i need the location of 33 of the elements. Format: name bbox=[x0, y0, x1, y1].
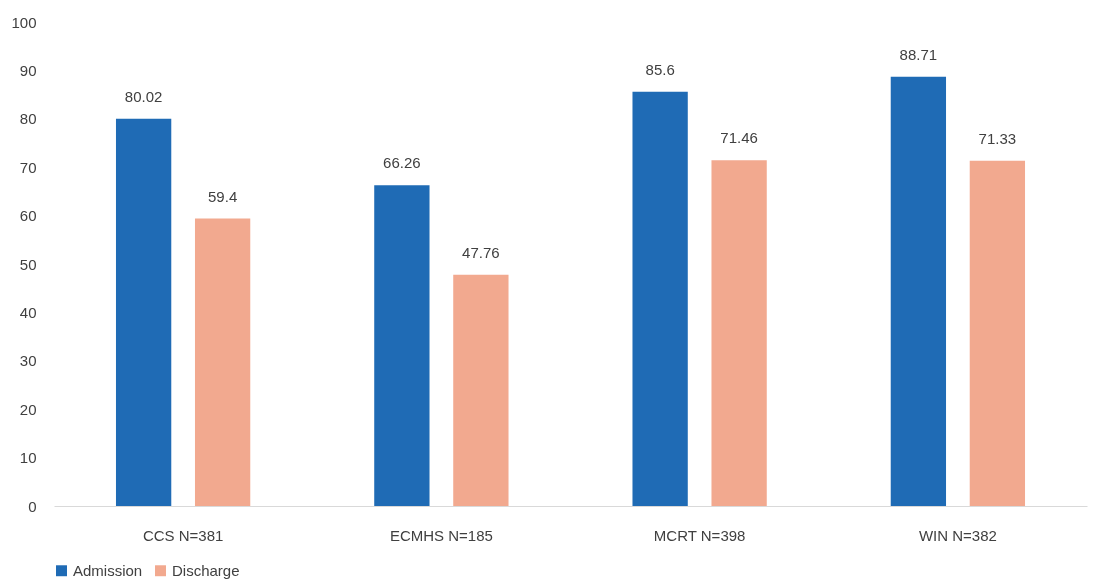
x-tick-label: WIN N=382 bbox=[918, 526, 997, 544]
data-label: 71.46 bbox=[720, 129, 758, 147]
data-label: 71.33 bbox=[978, 129, 1017, 147]
x-tick-label: ECMHS N=185 bbox=[389, 526, 493, 544]
legend-label: Admission bbox=[73, 561, 143, 579]
x-tick-label: CCS N=381 bbox=[142, 526, 224, 544]
y-tick-label: 40 bbox=[19, 303, 37, 321]
x-tick-label: MCRT N=398 bbox=[653, 526, 746, 544]
bar bbox=[711, 160, 767, 506]
y-tick-label: 100 bbox=[11, 13, 37, 31]
legend-label: Discharge bbox=[172, 561, 240, 579]
data-label: 47.76 bbox=[462, 243, 500, 261]
y-tick-label: 10 bbox=[19, 449, 37, 467]
y-tick-label: 0 bbox=[28, 497, 37, 515]
y-tick-label: 90 bbox=[19, 61, 37, 79]
data-label: 88.71 bbox=[899, 45, 938, 63]
y-tick-label: 50 bbox=[19, 255, 37, 273]
data-label: 85.6 bbox=[645, 60, 675, 78]
y-tick-label: 70 bbox=[19, 158, 37, 176]
bar bbox=[194, 218, 251, 506]
bar bbox=[632, 91, 688, 506]
bar bbox=[453, 274, 509, 506]
y-tick-label: 20 bbox=[19, 400, 37, 418]
data-label: 66.26 bbox=[383, 154, 421, 172]
y-tick-label: 30 bbox=[19, 352, 37, 370]
bar bbox=[969, 160, 1026, 506]
bar bbox=[374, 185, 430, 506]
bar bbox=[115, 118, 172, 506]
data-label: 80.02 bbox=[124, 87, 163, 105]
y-tick-label: 80 bbox=[19, 110, 37, 128]
y-tick-label: 60 bbox=[19, 207, 37, 225]
data-label: 59.4 bbox=[208, 187, 238, 205]
bar bbox=[890, 76, 947, 506]
